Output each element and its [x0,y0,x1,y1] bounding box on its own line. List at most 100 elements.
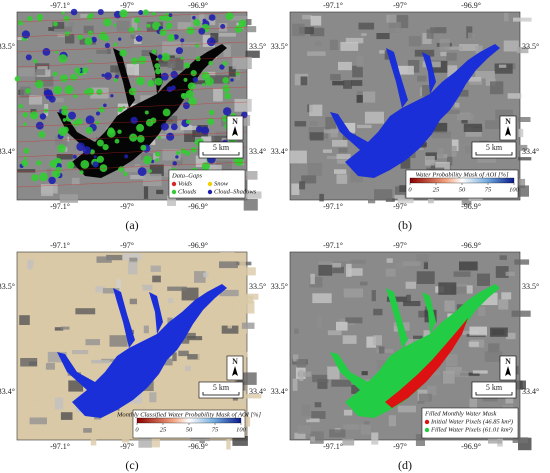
terrain-texture [352,65,363,78]
cloud-mask [206,37,216,47]
terrain-texture [294,121,307,127]
cloud-mask [172,161,177,166]
cloud-mask [192,15,196,20]
lake [57,284,227,418]
terrain-texture [106,409,118,421]
terrain-texture [460,372,480,376]
cloud-mask [154,63,160,69]
cloud-mask [85,126,93,134]
cloud-mask [233,156,242,165]
terrain-texture [511,310,531,317]
terrain-texture [397,198,414,204]
terrain-texture [358,22,375,30]
lat-tick-label: 33.5° [249,282,266,291]
terrain-texture [299,369,304,381]
cloud-mask [95,120,100,125]
terrain-texture [172,157,183,165]
cloud-mask [82,67,89,74]
cloud-mask [42,48,51,56]
terrain-texture [50,97,64,103]
terrain-texture [385,268,396,277]
colorbar-tick-label: 25 [160,426,167,433]
void-stripe [16,56,248,68]
terrain-texture [518,157,532,161]
terrain-texture [54,327,64,331]
terrain-texture [44,326,60,337]
terrain-texture [294,328,299,334]
terrain-texture [366,336,377,348]
cloud-mask [135,35,143,42]
cloud-mask [195,43,200,48]
terrain-texture [414,49,435,57]
cloud-mask [157,54,163,59]
cloud-mask [101,73,105,77]
terrain-texture [35,69,46,76]
terrain-texture [47,351,67,363]
legend-label: Clouds [178,188,197,195]
terrain-texture [164,358,173,366]
terrain-texture [129,298,137,305]
terrain-texture [239,267,256,276]
terrain-texture [121,429,130,443]
cloud-mask [53,85,62,95]
terrain-texture [37,328,53,342]
legend-label: Voids [178,180,193,187]
cloud-mask [62,126,69,134]
terrain-texture [327,366,340,380]
terrain-texture [241,295,254,304]
terrain-texture [329,429,346,438]
terrain-texture [518,128,524,138]
terrain-texture [143,173,162,186]
terrain-texture [60,326,70,330]
terrain-texture [42,303,60,314]
lon-tick-label: -96.9° [188,241,208,250]
terrain-texture [209,345,229,355]
cloud-mask [201,126,210,135]
terrain-texture [168,298,174,303]
cloud-mask [21,30,30,39]
cloud-mask [61,108,69,116]
legend-title: Filled Monthly Water Mask [424,410,497,417]
cloud-mask [23,156,27,160]
cloud-mask [77,34,84,40]
terrain-texture [198,13,205,23]
terrain-texture [477,156,497,163]
cloud-mask [219,64,225,70]
terrain-texture [209,332,229,339]
terrain-texture [464,76,481,82]
terrain-texture [514,178,526,188]
colorbar [136,417,242,424]
terrain-texture [187,336,203,341]
cloud-mask [74,67,81,74]
terrain-texture [454,102,460,108]
terrain-texture [361,91,376,103]
cloud-mask [62,118,67,122]
terrain-texture [468,341,479,347]
cloud-mask [113,78,118,83]
terrain-texture [501,292,512,300]
colorbar [409,177,515,184]
terrain-texture [235,326,247,334]
terrain-texture [210,33,219,43]
terrain-texture [243,198,258,211]
terrain-texture [31,391,51,402]
terrain-texture [310,273,315,285]
cloud-mask [104,42,110,49]
terrain-texture [17,169,36,173]
terrain-texture [342,439,355,446]
terrain-texture [57,34,72,38]
terrain-texture [20,402,39,409]
terrain-texture [424,156,435,166]
void-stripe [16,11,248,23]
cloud-mask [208,109,215,116]
terrain-texture [418,393,432,402]
lat-tick-label: 33.5° [0,282,15,291]
cloud-mask [134,17,140,24]
terrain-texture [245,191,262,199]
colorbar-tick-label: 50 [459,186,466,193]
terrain-texture [197,349,206,360]
cloud-mask [96,111,100,116]
terrain-texture [356,95,363,103]
scale-bar-box [198,381,244,399]
terrain-texture [226,438,231,450]
